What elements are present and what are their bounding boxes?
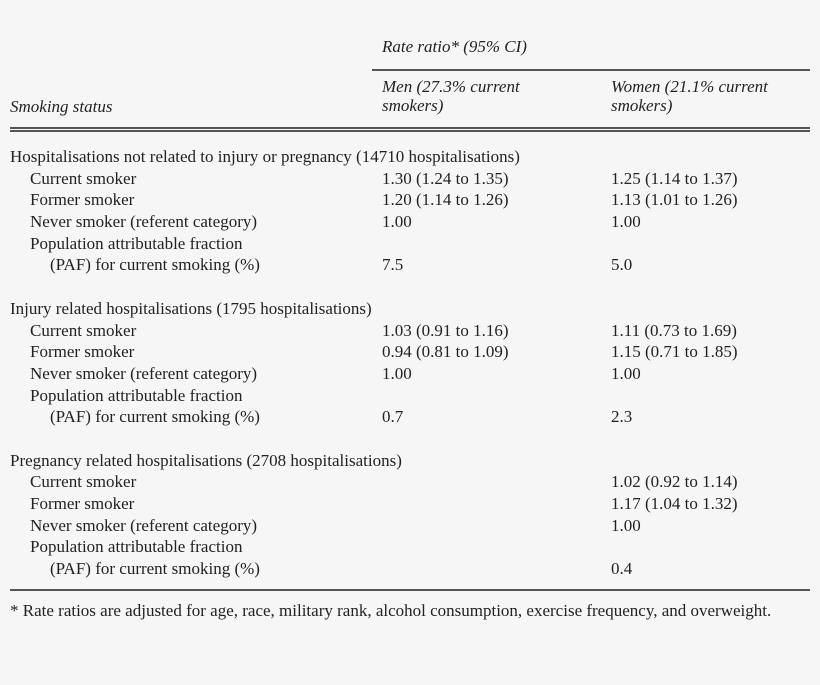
men-value: 1.00 [382,363,412,383]
paf-label-row: Population attributable fraction [0,536,820,558]
table-row: Former smoker 0.94 (0.81 to 1.09) 1.15 (0.… [0,341,820,363]
paf-label: Population attributable fraction [30,537,243,557]
header-rule-bottom [10,130,810,132]
women-paf: 5.0 [611,255,633,275]
spacer-row [0,428,820,450]
men-column-header: Men (27.3% current smokers) [382,77,520,115]
smoking-status-header: Smoking status [10,97,113,116]
paf-label-row: Population attributable fraction [0,233,820,255]
row-label: Never smoker (referent category) [30,515,258,535]
men-paf: 0.7 [382,407,404,427]
table-row: Current smoker 1.30 (1.24 to 1.35) 1.25 (1… [0,168,820,190]
women-paf: 2.3 [611,407,633,427]
women-paf: 0.4 [611,559,633,579]
section-title-row: Injury related hospitalisations (1795 ho… [0,298,820,320]
table-row: Former smoker 1.20 (1.14 to 1.26) 1.13 (1.… [0,189,820,211]
row-label: Never smoker (referent category) [30,363,258,383]
women-value: 1.00 [611,363,641,383]
women-value: 1.15 (0.71 to 1.85) [611,342,738,362]
women-value: 1.17 (1.04 to 1.32) [611,494,738,513]
table-body: Hospitalisations not related to injury o… [0,146,820,580]
women-column-header: Women (21.1% current smokers) [611,77,768,115]
table-row: Current smoker 1.02 (0.92 to 1.14) [0,471,820,493]
men-header-line2: smokers) [382,96,444,115]
paf-label: Population attributable fraction [30,385,243,405]
row-label: Former smoker [30,342,135,362]
women-value: 1.00 [611,515,641,535]
spacer-row [0,276,820,298]
row-label: Current smoker [30,320,137,340]
paf-label-cont: (PAF) for current smoking (%) [50,559,260,579]
table-row: Never smoker (referent category) 1.00 1.00 [0,363,820,385]
women-value: 1.25 (1.14 to 1.37) [611,168,738,188]
women-header-line2: smokers) [611,96,673,115]
table-row: Former smoker 1.17 (1.04 to 1.32) [0,493,820,515]
men-value: 1.30 (1.24 to 1.35) [382,168,509,188]
table-bottom-rule [10,589,810,591]
table-row: Never smoker (referent category) 1.00 [0,515,820,537]
section-title: Pregnancy related hospitalisations (2708… [10,450,402,470]
row-label: Never smoker (referent category) [30,212,258,232]
paf-label-row: Population attributable fraction [0,385,820,407]
row-label: Current smoker [30,472,137,492]
rate-ratio-header: Rate ratio* (95% CI) [382,37,527,56]
paf-label-cont: (PAF) for current smoking (%) [50,407,260,427]
header-rule-top [10,127,810,129]
paf-label: Population attributable fraction [30,233,243,253]
section-title-row: Hospitalisations not related to injury o… [0,146,820,168]
row-label: Current smoker [30,168,137,188]
header-divider [372,69,810,71]
men-paf: 7.5 [382,255,404,275]
section-title-row: Pregnancy related hospitalisations (2708… [0,450,820,472]
men-value: 1.20 (1.14 to 1.26) [382,190,509,210]
section-title: Injury related hospitalisations (1795 ho… [10,298,372,318]
women-value: 1.00 [611,212,641,232]
paf-label-cont: (PAF) for current smoking (%) [50,255,260,275]
men-value: 0.94 (0.81 to 1.09) [382,342,509,362]
women-header-line1: Women (21.1% current [611,77,768,96]
row-label: Former smoker [30,190,135,210]
footnote: * Rate ratios are adjusted for age, race… [10,601,772,620]
men-value: 1.03 (0.91 to 1.16) [382,320,509,340]
section-title: Hospitalisations not related to injury o… [10,147,520,166]
women-value: 1.11 (0.73 to 1.69) [611,320,737,340]
paf-row: (PAF) for current smoking (%) 7.5 5.0 [0,254,820,276]
paf-row: (PAF) for current smoking (%) 0.4 [0,558,820,580]
row-label: Former smoker [30,494,135,513]
table-row: Current smoker 1.03 (0.91 to 1.16) 1.11 (0… [0,320,820,342]
women-value: 1.13 (1.01 to 1.26) [611,190,738,210]
men-header-line1: Men (27.3% current [382,77,520,96]
table-row: Never smoker (referent category) 1.00 1.00 [0,211,820,233]
men-value: 1.00 [382,212,412,232]
women-value: 1.02 (0.92 to 1.14) [611,472,738,492]
paf-row: (PAF) for current smoking (%) 0.7 2.3 [0,406,820,428]
